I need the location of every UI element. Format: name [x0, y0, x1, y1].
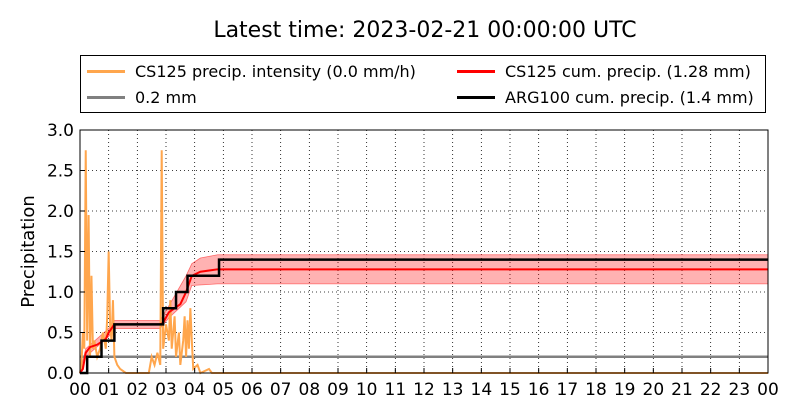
chart-title: Latest time: 2023-02-21 00:00:00 UTC	[213, 18, 637, 43]
x-tick-label: 17	[557, 380, 579, 400]
x-tick-label: 01	[98, 380, 120, 400]
y-tick-label: 2.5	[47, 162, 74, 182]
x-tick-label: 07	[270, 380, 292, 400]
legend-item-intensity: CS125 precip. intensity (0.0 mm/h)	[87, 62, 416, 81]
y-tick-label: 1.5	[47, 243, 74, 263]
x-tick-label: 09	[327, 380, 349, 400]
x-tick-label: 11	[385, 380, 407, 400]
x-tick-label: 13	[442, 380, 464, 400]
x-tick-label: 06	[241, 380, 263, 400]
legend-label-arg100-cum: ARG100 cum. precip. (1.4 mm)	[505, 88, 754, 107]
x-tick-label: 12	[413, 380, 435, 400]
y-tick-label: 3.0	[47, 121, 74, 141]
legend-swatch-intensity	[87, 70, 125, 73]
y-tick-label: 0.0	[47, 364, 74, 384]
x-tick-label: 08	[299, 380, 321, 400]
legend-swatch-arg100-cum	[457, 96, 495, 99]
legend-item-arg100-cum: ARG100 cum. precip. (1.4 mm)	[457, 88, 754, 107]
x-tick-label: 03	[155, 380, 177, 400]
x-tick-label: 05	[213, 380, 235, 400]
y-axis-label: Precipitation	[18, 195, 39, 308]
x-tick-label: 21	[671, 380, 693, 400]
x-tick-label: 04	[184, 380, 206, 400]
y-tick-label: 1.0	[47, 283, 74, 303]
legend-item-cs125-cum: CS125 cum. precip. (1.28 mm)	[457, 62, 751, 81]
x-tick-label: 16	[528, 380, 550, 400]
legend-swatch-cs125-cum	[457, 70, 495, 73]
y-tick-label: 2.0	[47, 202, 74, 222]
x-tick-label: 14	[471, 380, 493, 400]
x-tick-label: 20	[643, 380, 665, 400]
legend-label-intensity: CS125 precip. intensity (0.0 mm/h)	[135, 62, 416, 81]
x-tick-label: 19	[614, 380, 636, 400]
intensity-series-line	[79, 150, 768, 375]
x-tick-label: 00	[69, 380, 91, 400]
legend-swatch-threshold	[87, 96, 125, 99]
legend: CS125 precip. intensity (0.0 mm/h) CS125…	[80, 55, 766, 113]
x-tick-label: 00	[757, 380, 779, 400]
arg100-cum-series-line	[80, 258, 768, 375]
y-tick-label: 0.5	[47, 324, 74, 344]
legend-label-cs125-cum: CS125 cum. precip. (1.28 mm)	[505, 62, 751, 81]
legend-label-threshold: 0.2 mm	[135, 88, 197, 107]
x-tick-label: 02	[127, 380, 149, 400]
cs125-uncertainty-band	[79, 254, 769, 374]
x-tick-label: 18	[585, 380, 607, 400]
x-tick-label: 22	[700, 380, 722, 400]
x-tick-label: 10	[356, 380, 378, 400]
x-tick-label: 23	[729, 380, 751, 400]
legend-item-threshold: 0.2 mm	[87, 88, 197, 107]
x-tick-label: 15	[499, 380, 521, 400]
